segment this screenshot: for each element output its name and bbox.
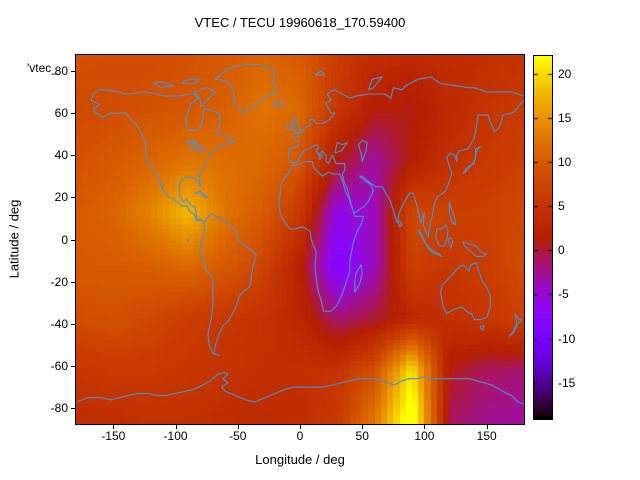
coastline-path: [462, 241, 488, 257]
x-tick-mark: [237, 425, 239, 429]
plot-border: [75, 54, 525, 425]
coastline-path: [214, 63, 279, 114]
y-tick-mark: [71, 239, 75, 241]
y-tick-label: 0: [61, 232, 68, 247]
colorbar-tick-label: 15: [558, 111, 572, 125]
coastline-path: [287, 122, 294, 131]
coastline-path: [417, 228, 443, 257]
coastline-path: [76, 371, 524, 405]
coastline-path: [334, 141, 348, 154]
coastline-path: [288, 89, 351, 150]
y-tick-label: -20: [50, 274, 68, 289]
colorbar: [534, 56, 552, 419]
key-label: 'vtec_: [27, 61, 58, 75]
x-tick-label: 0: [296, 429, 304, 443]
coastline-path: [191, 141, 201, 152]
colorbar-tick-label: 20: [558, 67, 572, 81]
coastline-path: [193, 87, 216, 108]
y-tick-mark: [71, 366, 75, 367]
y-tick-label: -80: [50, 401, 68, 416]
x-tick-label: 150: [476, 429, 497, 443]
coastlines-overlay: [76, 63, 524, 405]
x-tick-mark: [113, 425, 115, 429]
coastline-path: [196, 146, 206, 152]
coastline-path: [435, 224, 449, 247]
colorbar-tick-label: 0: [558, 243, 565, 257]
colorbar-border: [533, 55, 553, 420]
x-tick-label: -150: [101, 429, 126, 443]
x-axis-label: Longitude / deg: [255, 452, 345, 467]
coastline-path: [291, 116, 302, 135]
coastline-path: [349, 76, 524, 99]
coastline-path: [479, 325, 485, 331]
coastline-path: [462, 146, 481, 175]
colorbar-tick-label: -15: [558, 376, 576, 390]
coastline-path: [357, 139, 368, 163]
y-tick-mark: [71, 155, 75, 157]
y-tick-mark: [71, 408, 75, 410]
coastline-path: [90, 89, 236, 222]
x-tick-mark: [486, 425, 488, 429]
y-tick-label: -40: [50, 316, 68, 331]
x-tick-mark: [424, 425, 426, 429]
y-tick-label: 60: [54, 105, 68, 120]
coastline-path: [341, 99, 524, 238]
y-tick-label: 80: [54, 63, 68, 78]
y-tick-mark: [71, 70, 75, 72]
coastline-path: [508, 313, 523, 338]
x-tick-mark: [362, 425, 364, 429]
colorbar-tick-label: -10: [558, 332, 576, 346]
coastline-path: [199, 213, 257, 357]
coastline-path: [447, 236, 454, 249]
y-tick-mark: [71, 197, 75, 199]
coastline-path: [354, 264, 363, 293]
coastline-path: [278, 160, 365, 312]
colorbar-tick-label: 5: [558, 199, 565, 213]
x-tick-label: 100: [414, 429, 435, 443]
coastline-path: [272, 99, 285, 108]
coastline-path: [186, 238, 189, 243]
x-tick-label: -50: [229, 429, 247, 443]
y-tick-mark: [71, 112, 75, 114]
coastline-path: [194, 190, 209, 198]
coastline-path: [314, 70, 326, 76]
colorbar-tick-label: 10: [558, 155, 572, 169]
coastline-path: [181, 78, 201, 85]
y-tick-label: 40: [54, 148, 68, 163]
x-tick-label: 50: [355, 429, 369, 443]
coastline-path: [440, 262, 491, 321]
x-tick-mark: [300, 425, 301, 429]
vtec-heatmap: [76, 55, 524, 424]
coastline-path: [448, 201, 457, 226]
coastline-path: [153, 80, 174, 89]
colorbar-tick-label: -5: [558, 287, 569, 301]
x-tick-mark: [175, 425, 177, 429]
x-tick-label: -100: [163, 429, 188, 443]
y-tick-label: -60: [50, 359, 68, 373]
y-tick-label: 20: [54, 190, 68, 205]
coastline-path: [367, 76, 383, 91]
coastline-path: [397, 220, 403, 228]
chart-title: VTEC / TECU 19960618_170.59400: [194, 15, 406, 30]
coastline-path: [288, 144, 345, 165]
y-tick-mark: [71, 323, 75, 325]
y-tick-mark: [71, 281, 75, 283]
